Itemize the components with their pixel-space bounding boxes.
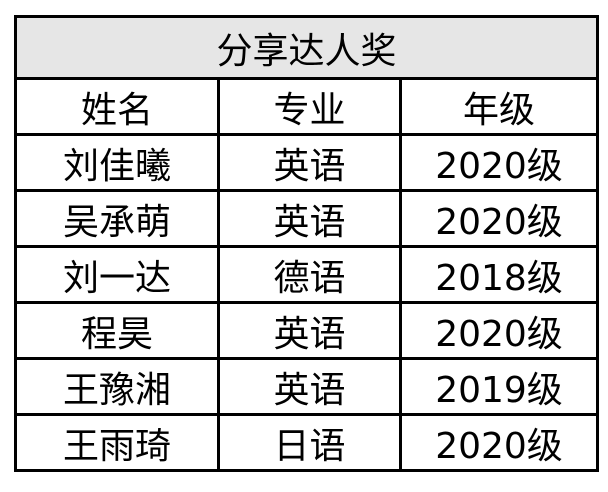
cell-name: 程昊 <box>14 301 220 360</box>
cell-grade: 2020级 <box>398 189 600 248</box>
header-name: 姓名 <box>14 77 220 136</box>
cell-major: 英语 <box>217 189 402 248</box>
cell-name: 王雨琦 <box>14 413 220 472</box>
title-row: 分享达人奖 <box>13 15 600 80</box>
table-row: 程昊 英语 2020级 <box>14 301 600 360</box>
cell-major: 日语 <box>217 413 402 472</box>
cell-grade: 2020级 <box>398 413 600 472</box>
header-grade: 年级 <box>398 77 600 136</box>
header-major: 专业 <box>217 77 402 136</box>
cell-grade: 2020级 <box>398 301 600 360</box>
table-row: 王豫湘 英语 2019级 <box>14 357 600 416</box>
cell-major: 英语 <box>217 357 402 416</box>
cell-name: 刘一达 <box>14 245 220 304</box>
table-row: 刘佳曦 英语 2020级 <box>14 133 600 192</box>
cell-major: 英语 <box>217 133 402 192</box>
table-row: 吴承萌 英语 2020级 <box>14 189 600 248</box>
cell-major: 德语 <box>217 245 402 304</box>
table-row: 王雨琦 日语 2020级 <box>14 413 600 472</box>
table-row: 刘一达 德语 2018级 <box>14 245 600 304</box>
header-row: 姓名 专业 年级 <box>14 77 600 136</box>
cell-major: 英语 <box>217 301 402 360</box>
award-table: 分享达人奖 姓名 专业 年级 刘佳曦 英语 2020级 吴承萌 英语 2020级… <box>13 15 600 472</box>
cell-grade: 2018级 <box>398 245 600 304</box>
cell-name: 刘佳曦 <box>14 133 220 192</box>
cell-grade: 2020级 <box>398 133 600 192</box>
cell-name: 王豫湘 <box>14 357 220 416</box>
cell-grade: 2019级 <box>398 357 600 416</box>
cell-name: 吴承萌 <box>14 189 220 248</box>
table-title: 分享达人奖 <box>13 15 600 80</box>
